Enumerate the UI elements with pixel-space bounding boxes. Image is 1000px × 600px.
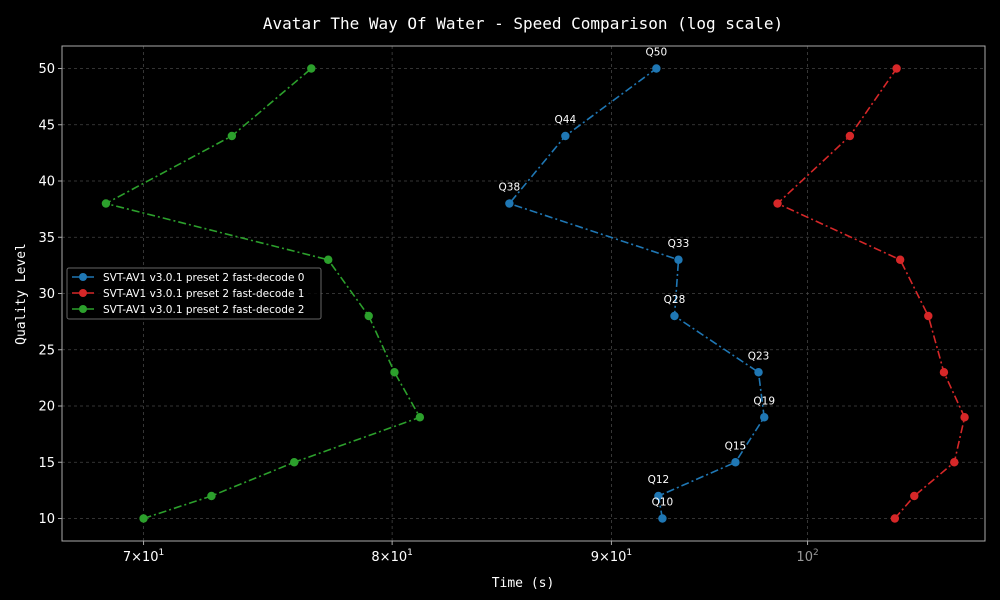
data-point-label: Q10 <box>652 497 674 509</box>
data-point <box>890 514 900 523</box>
y-tick-label: 50 <box>38 62 55 77</box>
data-point <box>101 199 111 208</box>
data-point <box>289 458 299 467</box>
data-point <box>760 413 769 422</box>
legend-entry-fast-decode-2: SVT-AV1 v3.0.1 preset 2 fast-decode 2 <box>72 304 304 316</box>
series-line <box>508 67 766 519</box>
point-labels: Q10 Q12 Q15 Q19 Q23 Q28 Q33 Q38 Q44 Q50 <box>499 47 776 509</box>
legend: SVT-AV1 v3.0.1 preset 2 fast-decode 0 SV… <box>66 267 322 320</box>
data-point <box>324 255 333 264</box>
series-svt-av1-v3-0-1-preset-2-fast-decode-2 <box>101 64 425 523</box>
data-point <box>505 199 514 208</box>
series-svt-av1-v3-0-1-preset-2-fast-decode-1 <box>773 64 969 523</box>
y-tick-label: 20 <box>38 400 55 415</box>
legend-label-fast-decode-2: SVT-AV1 v3.0.1 preset 2 fast-decode 2 <box>103 304 304 316</box>
data-point <box>731 458 740 467</box>
x-axis-label: Time (s) <box>492 576 555 591</box>
y-tick-label: 25 <box>38 343 55 358</box>
data-point <box>754 368 763 377</box>
x-axis-ticks: 7×101 8×101 9×101 102 <box>123 541 819 565</box>
data-point-label: Q19 <box>753 395 775 407</box>
y-tick-label: 40 <box>38 175 55 190</box>
y-tick-label: 30 <box>38 287 55 302</box>
y-tick-label: 35 <box>38 231 55 246</box>
x-tick-label: 9×101 <box>591 548 632 565</box>
legend-entry-fast-decode-0: SVT-AV1 v3.0.1 preset 2 fast-decode 0 <box>72 272 304 284</box>
legend-box <box>66 267 322 320</box>
data-point <box>652 64 661 73</box>
data-point <box>207 491 216 501</box>
series-svt-av1-v3-0-1-preset-2-fast-decode-0 <box>505 64 769 523</box>
y-tick-label: 15 <box>38 456 55 471</box>
legend-marker-fast-decode-0 <box>79 273 87 281</box>
data-point <box>939 368 949 377</box>
data-point-label: Q33 <box>668 238 690 250</box>
data-point-label: Q44 <box>555 114 577 126</box>
series-line <box>103 67 422 520</box>
data-point <box>670 311 679 321</box>
data-point <box>674 255 683 264</box>
data-point <box>892 64 901 73</box>
y-tick-label: 10 <box>38 512 55 527</box>
series-line <box>776 68 966 520</box>
data-point <box>773 199 782 208</box>
legend-label-fast-decode-0: SVT-AV1 v3.0.1 preset 2 fast-decode 0 <box>103 272 304 284</box>
data-point-label: Q12 <box>648 474 670 486</box>
x-tick-label: 7×101 <box>123 548 164 565</box>
data-point <box>227 131 237 141</box>
x-tick-label: 102 <box>796 548 818 565</box>
data-point-label: Q38 <box>499 182 521 194</box>
data-point-label: Q23 <box>748 350 770 362</box>
y-axis-label: Quality Level <box>14 243 29 345</box>
legend-entry-fast-decode-1: SVT-AV1 v3.0.1 preset 2 fast-decode 1 <box>72 288 304 300</box>
data-point <box>364 311 373 321</box>
data-point <box>895 255 905 264</box>
data-point <box>910 491 919 501</box>
data-point <box>139 514 148 523</box>
data-point-label: Q15 <box>725 440 747 452</box>
data-point <box>950 458 959 467</box>
data-point-label: Q50 <box>646 47 668 59</box>
y-tick-label: 45 <box>38 118 55 133</box>
x-tick-label: 8×101 <box>371 548 412 565</box>
legend-marker-fast-decode-1 <box>79 289 87 297</box>
data-point-label: Q28 <box>664 294 686 306</box>
data-point <box>307 64 316 73</box>
chart-title: Avatar The Way Of Water - Speed Comparis… <box>263 14 783 33</box>
data-point <box>415 413 425 422</box>
data-point <box>924 311 933 321</box>
data-point <box>845 131 855 141</box>
series-layer <box>101 64 969 523</box>
data-point <box>390 368 399 377</box>
data-point <box>658 514 667 523</box>
data-point <box>960 413 969 422</box>
data-point <box>561 131 570 141</box>
legend-marker-fast-decode-2 <box>79 305 87 313</box>
legend-label-fast-decode-1: SVT-AV1 v3.0.1 preset 2 fast-decode 1 <box>103 288 304 300</box>
y-axis-ticks: 10 15 20 25 30 35 40 45 50 <box>38 62 62 527</box>
data-point <box>654 491 663 501</box>
